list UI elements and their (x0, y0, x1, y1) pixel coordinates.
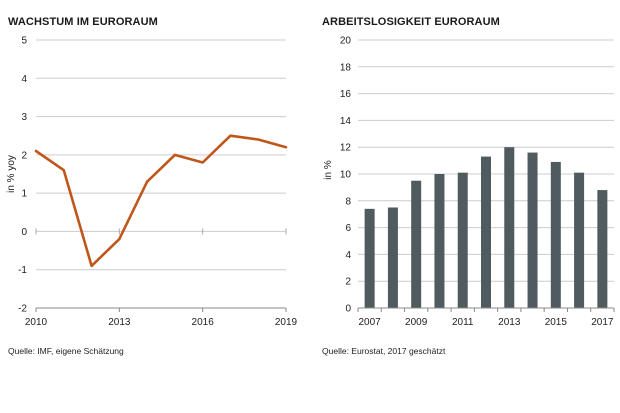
unemployment-bar (457, 172, 468, 308)
y-tick-label: 1 (21, 189, 27, 200)
unemployment-bar (550, 161, 561, 308)
y-axis-label: in % (323, 160, 334, 180)
right-chart-title: ARBEITSLOSIGKEIT EURORAUM (322, 16, 500, 28)
unemployment-bar (434, 174, 445, 308)
y-tick-label: 3 (21, 112, 27, 123)
y-tick-label: 10 (340, 170, 352, 181)
x-tick-label: 2009 (405, 317, 428, 328)
unemployment-bar-chart: 0 2 4 6 8 10 12 14 16 18 20 2007 2009 2011 2013 2015 201… (323, 36, 615, 328)
x-tick-label: 2011 (452, 317, 474, 328)
y-tick-label: 18 (340, 62, 352, 73)
left-chart-title: WACHSTUM IM EURORAUM (8, 16, 158, 28)
y-tick-label: 4 (345, 250, 351, 261)
unemployment-bar (504, 147, 515, 308)
y-tick-label: -2 (18, 304, 27, 315)
y-tick-label: 16 (340, 89, 352, 100)
unemployment-bar (411, 180, 422, 308)
y-tick-label: 5 (21, 36, 27, 47)
y-tick-label: 12 (340, 143, 352, 154)
y-tick-label: 8 (345, 196, 351, 207)
growth-series-line (34, 134, 288, 268)
y-tick-label: 4 (21, 74, 27, 85)
unemployment-bar (527, 152, 538, 308)
right-chart-source: Quelle: Eurostat, 2017 geschätzt (322, 346, 446, 356)
y-tick-label: 6 (345, 223, 351, 234)
unemployment-bar (597, 190, 608, 308)
left-chart-source: Quelle: IMF, eigene Schätzung (8, 346, 124, 356)
y-tick-label: 2 (345, 277, 351, 288)
x-tick-label: 2007 (359, 317, 382, 328)
y-tick-label: 14 (340, 116, 352, 127)
unemployment-bar (574, 172, 585, 308)
y-tick-label: 0 (21, 227, 27, 238)
x-tick-label: 2016 (192, 317, 215, 328)
x-tick-label: 2013 (108, 317, 131, 328)
x-tick-label: 2019 (275, 317, 298, 328)
x-tick-label: 2015 (545, 317, 568, 328)
x-tick-label: 2010 (25, 317, 48, 328)
unemployment-bar (387, 207, 398, 308)
x-tick-label: 2017 (591, 317, 614, 328)
x-tick-label: 2013 (498, 317, 521, 328)
growth-line-chart: -2 -1 0 1 2 3 4 5 2010 2013 2016 2019 in % yoy (6, 36, 298, 329)
y-tick-label: 2 (21, 150, 27, 161)
y-tick-label: 20 (340, 36, 352, 47)
unemployment-bar (480, 156, 492, 308)
y-tick-label: -1 (18, 265, 27, 276)
unemployment-bar (364, 208, 375, 308)
y-tick-label: 0 (345, 304, 351, 315)
y-axis-label: in % yoy (6, 155, 17, 193)
